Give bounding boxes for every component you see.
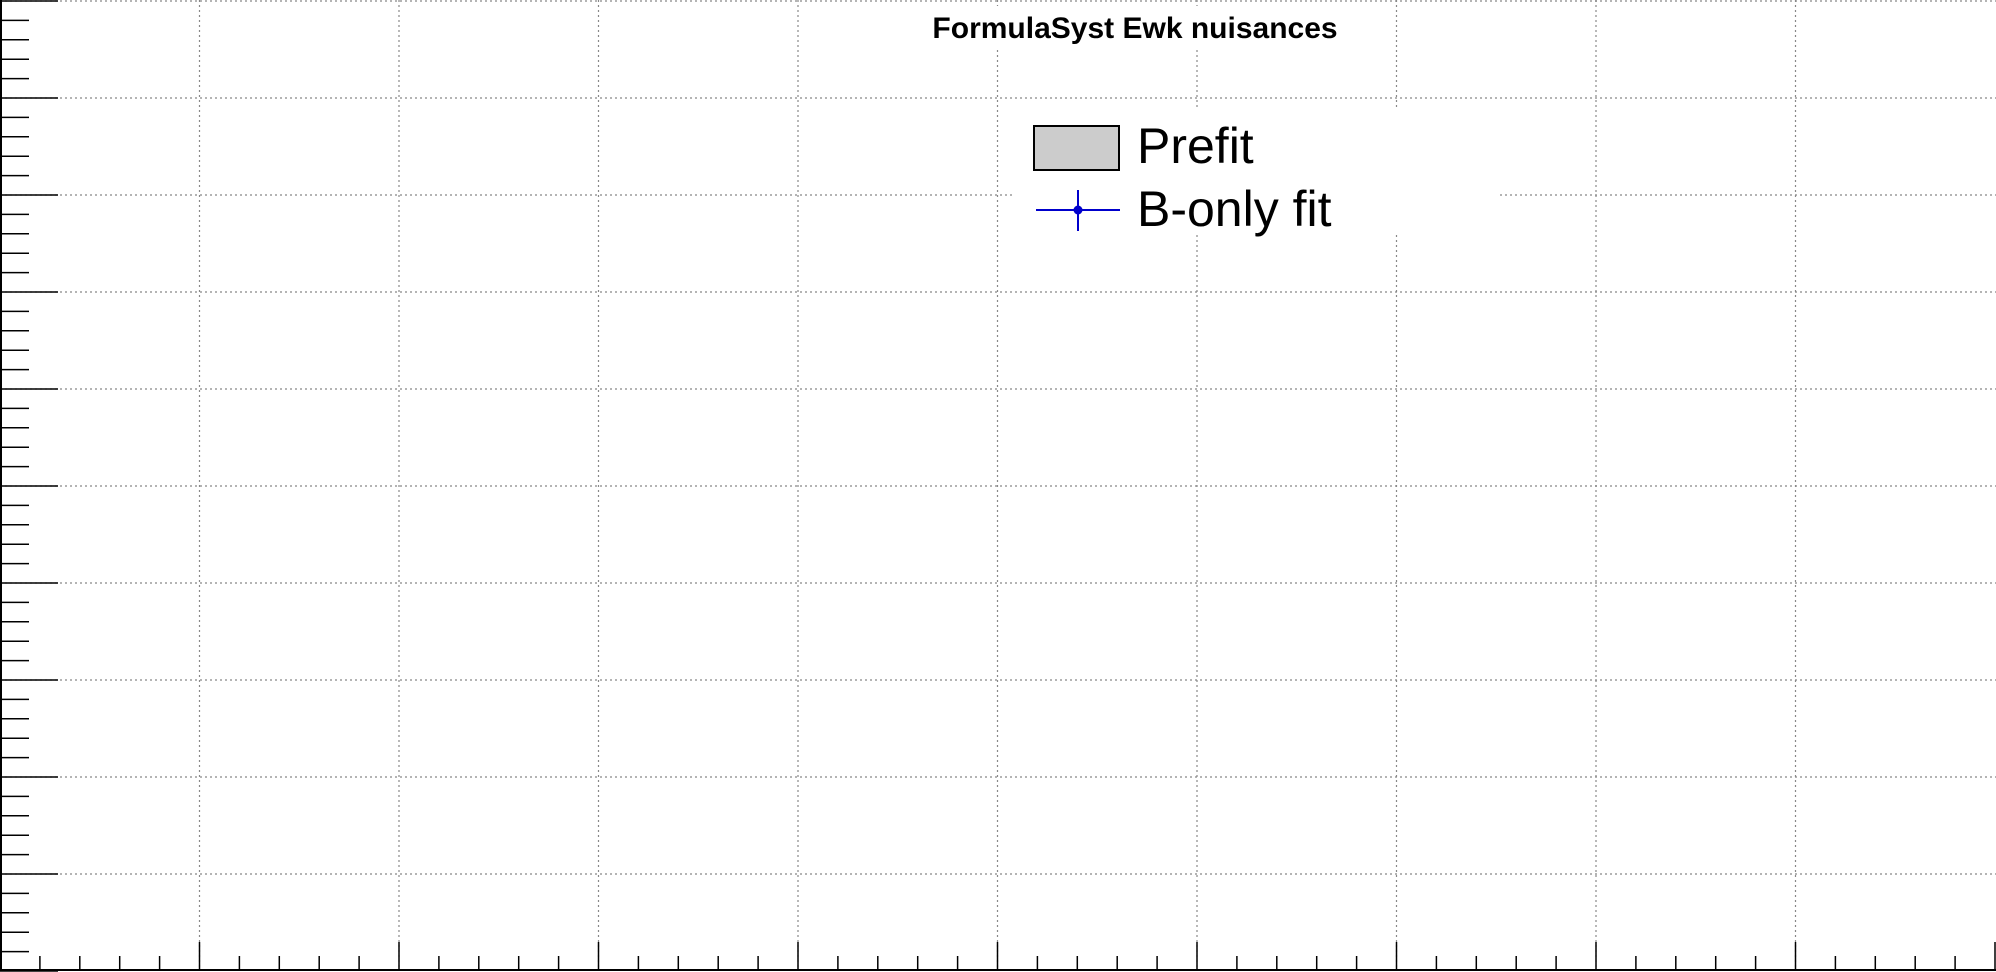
chart-title: FormulaSyst Ewk nuisances [932,12,1337,45]
legend: Prefit B-only fit [1033,118,1332,237]
b-only-fit-marker [1073,205,1083,215]
legend-item-prefit: Prefit [1033,118,1254,174]
legend-item-b-only-fit: B-only fit [1036,181,1332,237]
legend-background [905,6,1500,235]
legend-label-prefit: Prefit [1137,118,1254,174]
legend-label-b-only-fit: B-only fit [1137,181,1332,237]
prefit-swatch [1033,125,1120,171]
title-box [905,6,1365,48]
